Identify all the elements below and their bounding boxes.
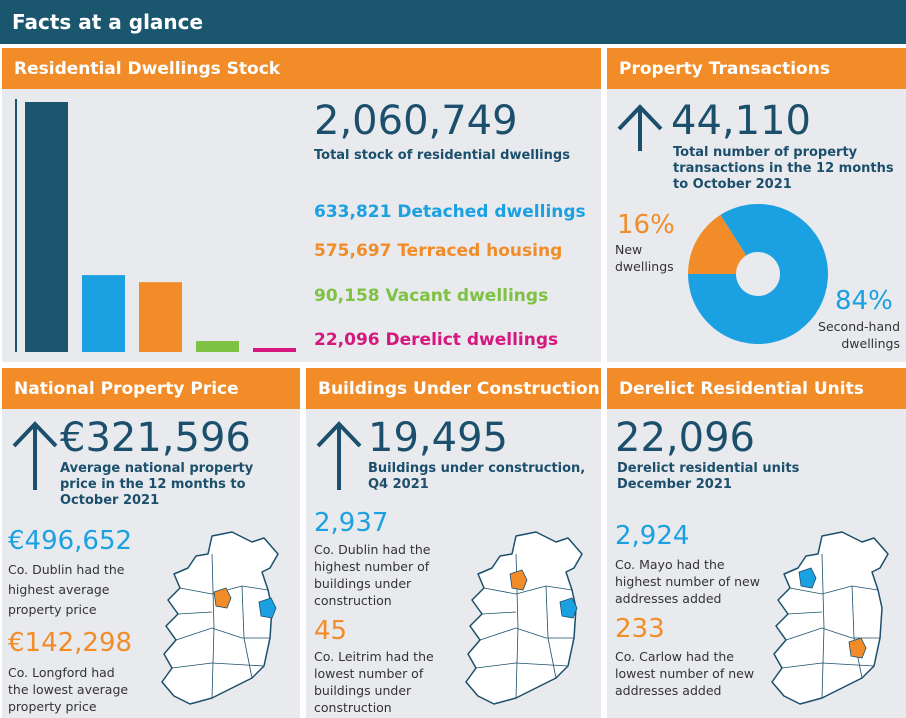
transactions-title: Property Transactions [607,48,906,89]
second-pct: 84% [835,286,893,316]
construction-title: Buildings Under Construction [306,368,601,409]
donut-slice-new [688,214,747,274]
bar-terraced [139,282,182,352]
price-low-label: Co. Longford had the lowest average prop… [8,665,129,714]
transactions-label: Total number of property transactions in… [673,145,894,192]
highlighted-county [848,637,867,659]
page-title: Facts at a glance [12,10,204,34]
construction-label: Buildings under construction, Q4 2021 [368,461,586,492]
construction-high-label: Co. Dublin had the highest number of bui… [314,542,431,608]
bar-total [25,102,68,352]
county-border [481,611,517,615]
ireland-map [771,531,889,705]
arrow-up-icon [316,421,362,490]
derelict-high-label: Co. Mayo had the highest number of new a… [615,557,760,606]
highlighted-county [798,567,817,589]
highlighted-county [258,597,277,619]
county-border [483,585,573,595]
county-border [781,662,875,669]
derelict-low-value: 233 [615,614,665,644]
county-border [851,585,863,679]
bar-vacant [196,341,239,352]
stock-total-label: Total stock of residential dwellings [314,148,570,163]
price-title: National Property Price [2,368,300,409]
county-border [821,553,825,699]
derelict-panel: Derelict Residential Units 22,096 Dereli… [607,368,906,718]
price-label: Average national property price in the 1… [60,461,254,508]
derelict-label: Derelict residential units December 2021 [617,461,800,492]
ireland-map [465,531,583,705]
stock-panel: Residential Dwellings Stock 2,060,749 To… [2,48,601,362]
stock-total: 2,060,749 [314,98,518,144]
derelict-low-label: Co. Carlow had the lowest number of new … [615,649,755,698]
ireland-map [161,531,279,705]
derelict-high-value: 2,924 [615,521,690,551]
new-label: New dwellings [615,242,674,274]
stock-item-vacant: 90,158 Vacant dwellings [314,286,549,306]
construction-high-value: 2,937 [314,508,389,538]
donut-slice-second-hand [688,204,828,344]
stock-item-derelict: 22,096 Derelict dwellings [314,330,559,350]
map-outline [771,531,889,705]
bar-detached [82,275,125,352]
transactions-panel: Property Transactions 44,110 Total numbe… [607,48,906,362]
county-border [241,585,253,679]
transactions-value: 44,110 [671,98,811,144]
map-outline [161,531,279,705]
price-high-value: €496,652 [8,526,133,556]
construction-low-label: Co. Leitrim had the lowest number of bui… [314,649,434,715]
county-border [211,553,215,699]
price-panel: National Property Price €321,596 Average… [2,368,300,718]
construction-panel: Buildings Under Construction 19,495 Buil… [306,368,601,718]
page-header: Facts at a glance [0,0,906,44]
new-pct: 16% [617,210,675,240]
county-border [787,611,823,615]
county-border [175,627,270,641]
construction-value: 19,495 [368,415,508,461]
price-value: €321,596 [60,415,251,461]
stock-bar-chart [15,99,296,352]
county-border [177,611,213,615]
county-border [789,585,879,595]
stock-item-terraced: 575,697 Terraced housing [314,241,563,261]
county-border [171,662,265,669]
highlighted-county [509,569,528,591]
price-low-value: €142,298 [8,628,133,658]
stock-item-detached: 633,821 Detached dwellings [314,202,586,222]
highlighted-county [559,597,578,619]
county-border [545,585,557,679]
derelict-value: 22,096 [615,415,755,461]
county-border [785,627,880,641]
arrow-up-icon [12,421,58,490]
derelict-title: Derelict Residential Units [607,368,906,409]
second-label: Second-hand dwellings [818,319,900,351]
transactions-donut-chart [688,204,828,344]
arrow-up-icon [617,104,663,151]
highlighted-county [213,587,232,609]
county-border [479,627,574,641]
construction-low-value: 45 [314,616,348,646]
stock-title: Residential Dwellings Stock [2,48,601,89]
bar-derelict [253,348,296,352]
price-high-label: Co. Dublin had the highest average prope… [8,562,125,617]
map-outline [465,531,583,705]
county-border [475,662,569,669]
